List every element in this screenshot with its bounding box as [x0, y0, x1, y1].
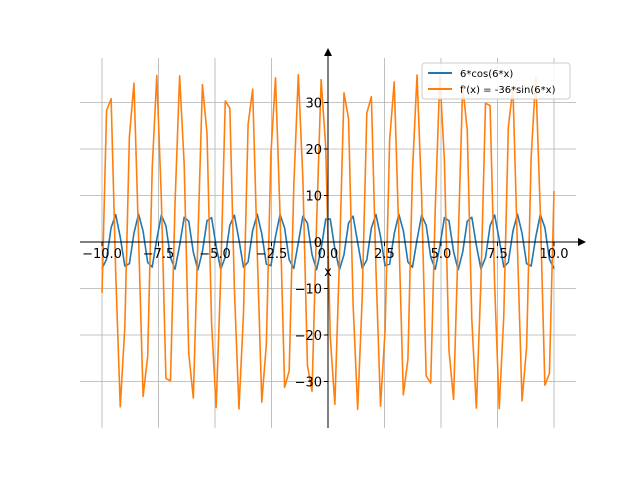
y-tick-label: −20	[295, 329, 322, 344]
y-tick-label: 10	[305, 190, 322, 205]
y-tick-label: 30	[305, 97, 322, 112]
x-tick-label: 0.0	[318, 247, 339, 262]
x-tick-label: −10.0	[82, 247, 122, 262]
tick-labels: −10.0 −7.5 −5.0 −2.5 0.0 2.5 5.0 7.5 10.0 −30 −20 −…	[82, 97, 568, 391]
x-tick-label: 10.0	[540, 247, 569, 262]
legend: 6*cos(6*x) f'(x) = -36*sin(6*x)	[421, 62, 571, 100]
y-tick-label: 0	[314, 236, 322, 251]
x-tick-label: 2.5	[374, 247, 395, 262]
y-tick-label: −30	[295, 376, 322, 391]
legend-label-1: 6*cos(6*x)	[460, 69, 513, 80]
axes	[80, 48, 586, 428]
legend-box	[421, 62, 571, 100]
x-tick-label: 5.0	[431, 247, 452, 262]
x-tick-label: −5.0	[199, 247, 231, 262]
x-axis-arrow	[578, 238, 586, 246]
legend-label-2: f'(x) = -36*sin(6*x)	[460, 85, 556, 96]
x-tick-label: −7.5	[143, 247, 175, 262]
y-axis-arrow	[324, 48, 332, 56]
x-axis-label: x	[324, 265, 332, 280]
y-tick-label: −10	[295, 283, 322, 298]
x-tick-label: −2.5	[256, 247, 288, 262]
x-tick-label: 7.5	[487, 247, 508, 262]
y-tick-label: 20	[305, 143, 322, 158]
